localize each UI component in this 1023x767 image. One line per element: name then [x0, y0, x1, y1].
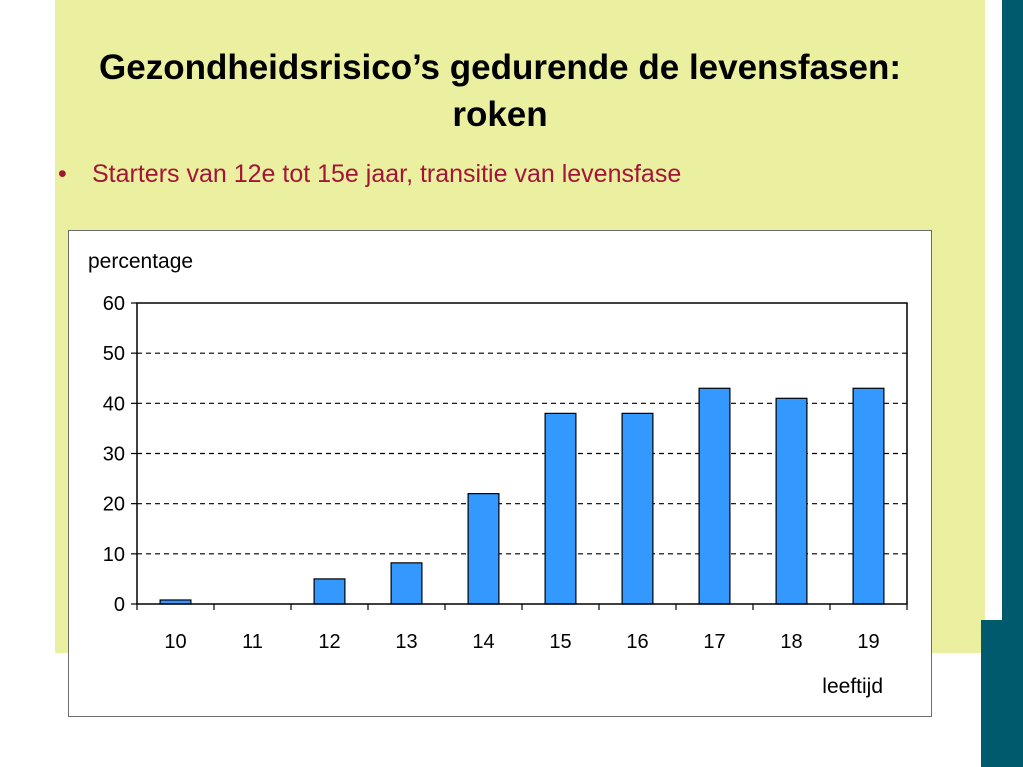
y-tick-label: 30: [103, 444, 125, 466]
slide-title: Gezondheidsrisico’s gedurende de levensf…: [55, 44, 945, 138]
bar: [621, 412, 654, 605]
x-tick-label: 18: [780, 631, 802, 653]
y-tick-label: 50: [103, 343, 125, 365]
x-tick-label: 15: [549, 631, 571, 653]
x-tick-label: 19: [857, 631, 879, 653]
x-axis-label: leeftijd: [822, 675, 883, 698]
x-tick-label: 17: [703, 631, 725, 653]
y-axis-label: percentage: [88, 250, 193, 273]
bar: [544, 412, 577, 605]
x-tick-label: 14: [472, 631, 494, 653]
bar: [467, 493, 500, 605]
x-tick-label: 10: [164, 631, 186, 653]
bullet-dot-icon: •: [58, 160, 67, 188]
bullet-text: Starters van 12e tot 15e jaar, transitie…: [92, 160, 682, 188]
y-tick-label: 40: [103, 393, 125, 415]
bullet-item: • Starters van 12e tot 15e jaar, transiti…: [58, 160, 681, 189]
y-tick-label: 60: [103, 293, 125, 315]
slide-title-line-2: roken: [452, 95, 548, 134]
bar-chart: percentage leeftijd 0 10 20 30 40 50 60 10 11 12 1…: [88, 250, 908, 698]
bar: [390, 562, 423, 605]
accent-side-bar: [1002, 0, 1023, 767]
slide-title-line-1: Gezondheidsrisico’s gedurende de levensf…: [99, 48, 901, 87]
x-tick-label: 12: [318, 631, 340, 653]
y-tick-label: 0: [114, 594, 125, 616]
y-tick-label: 20: [103, 494, 125, 516]
bar: [698, 387, 731, 605]
chart-container: percentage leeftijd 0 10 20 30 40 50 60 10 11 12 1…: [68, 230, 932, 717]
accent-side-bar-foot: [981, 620, 1023, 767]
bar: [775, 397, 808, 605]
y-tick-label: 10: [103, 544, 125, 566]
bar: [313, 578, 346, 605]
x-tick-label: 16: [626, 631, 648, 653]
x-tick-label: 13: [395, 631, 417, 653]
bar: [852, 387, 885, 605]
x-tick-label: 11: [242, 631, 263, 653]
